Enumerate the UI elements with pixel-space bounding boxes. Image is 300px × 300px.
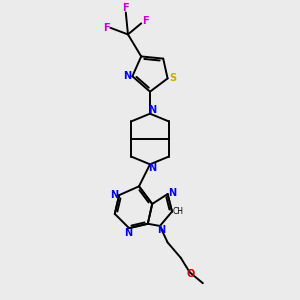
Text: N: N: [168, 188, 176, 198]
Text: N: N: [124, 228, 132, 238]
Text: N: N: [124, 71, 132, 81]
Text: N: N: [157, 225, 165, 236]
Text: N: N: [148, 163, 156, 173]
Text: F: F: [142, 16, 148, 26]
Text: F: F: [103, 23, 110, 33]
Text: F: F: [122, 3, 129, 13]
Text: N: N: [110, 190, 118, 200]
Text: S: S: [169, 74, 176, 83]
Text: CH: CH: [173, 207, 184, 216]
Text: N: N: [148, 105, 156, 116]
Text: O: O: [187, 269, 195, 279]
